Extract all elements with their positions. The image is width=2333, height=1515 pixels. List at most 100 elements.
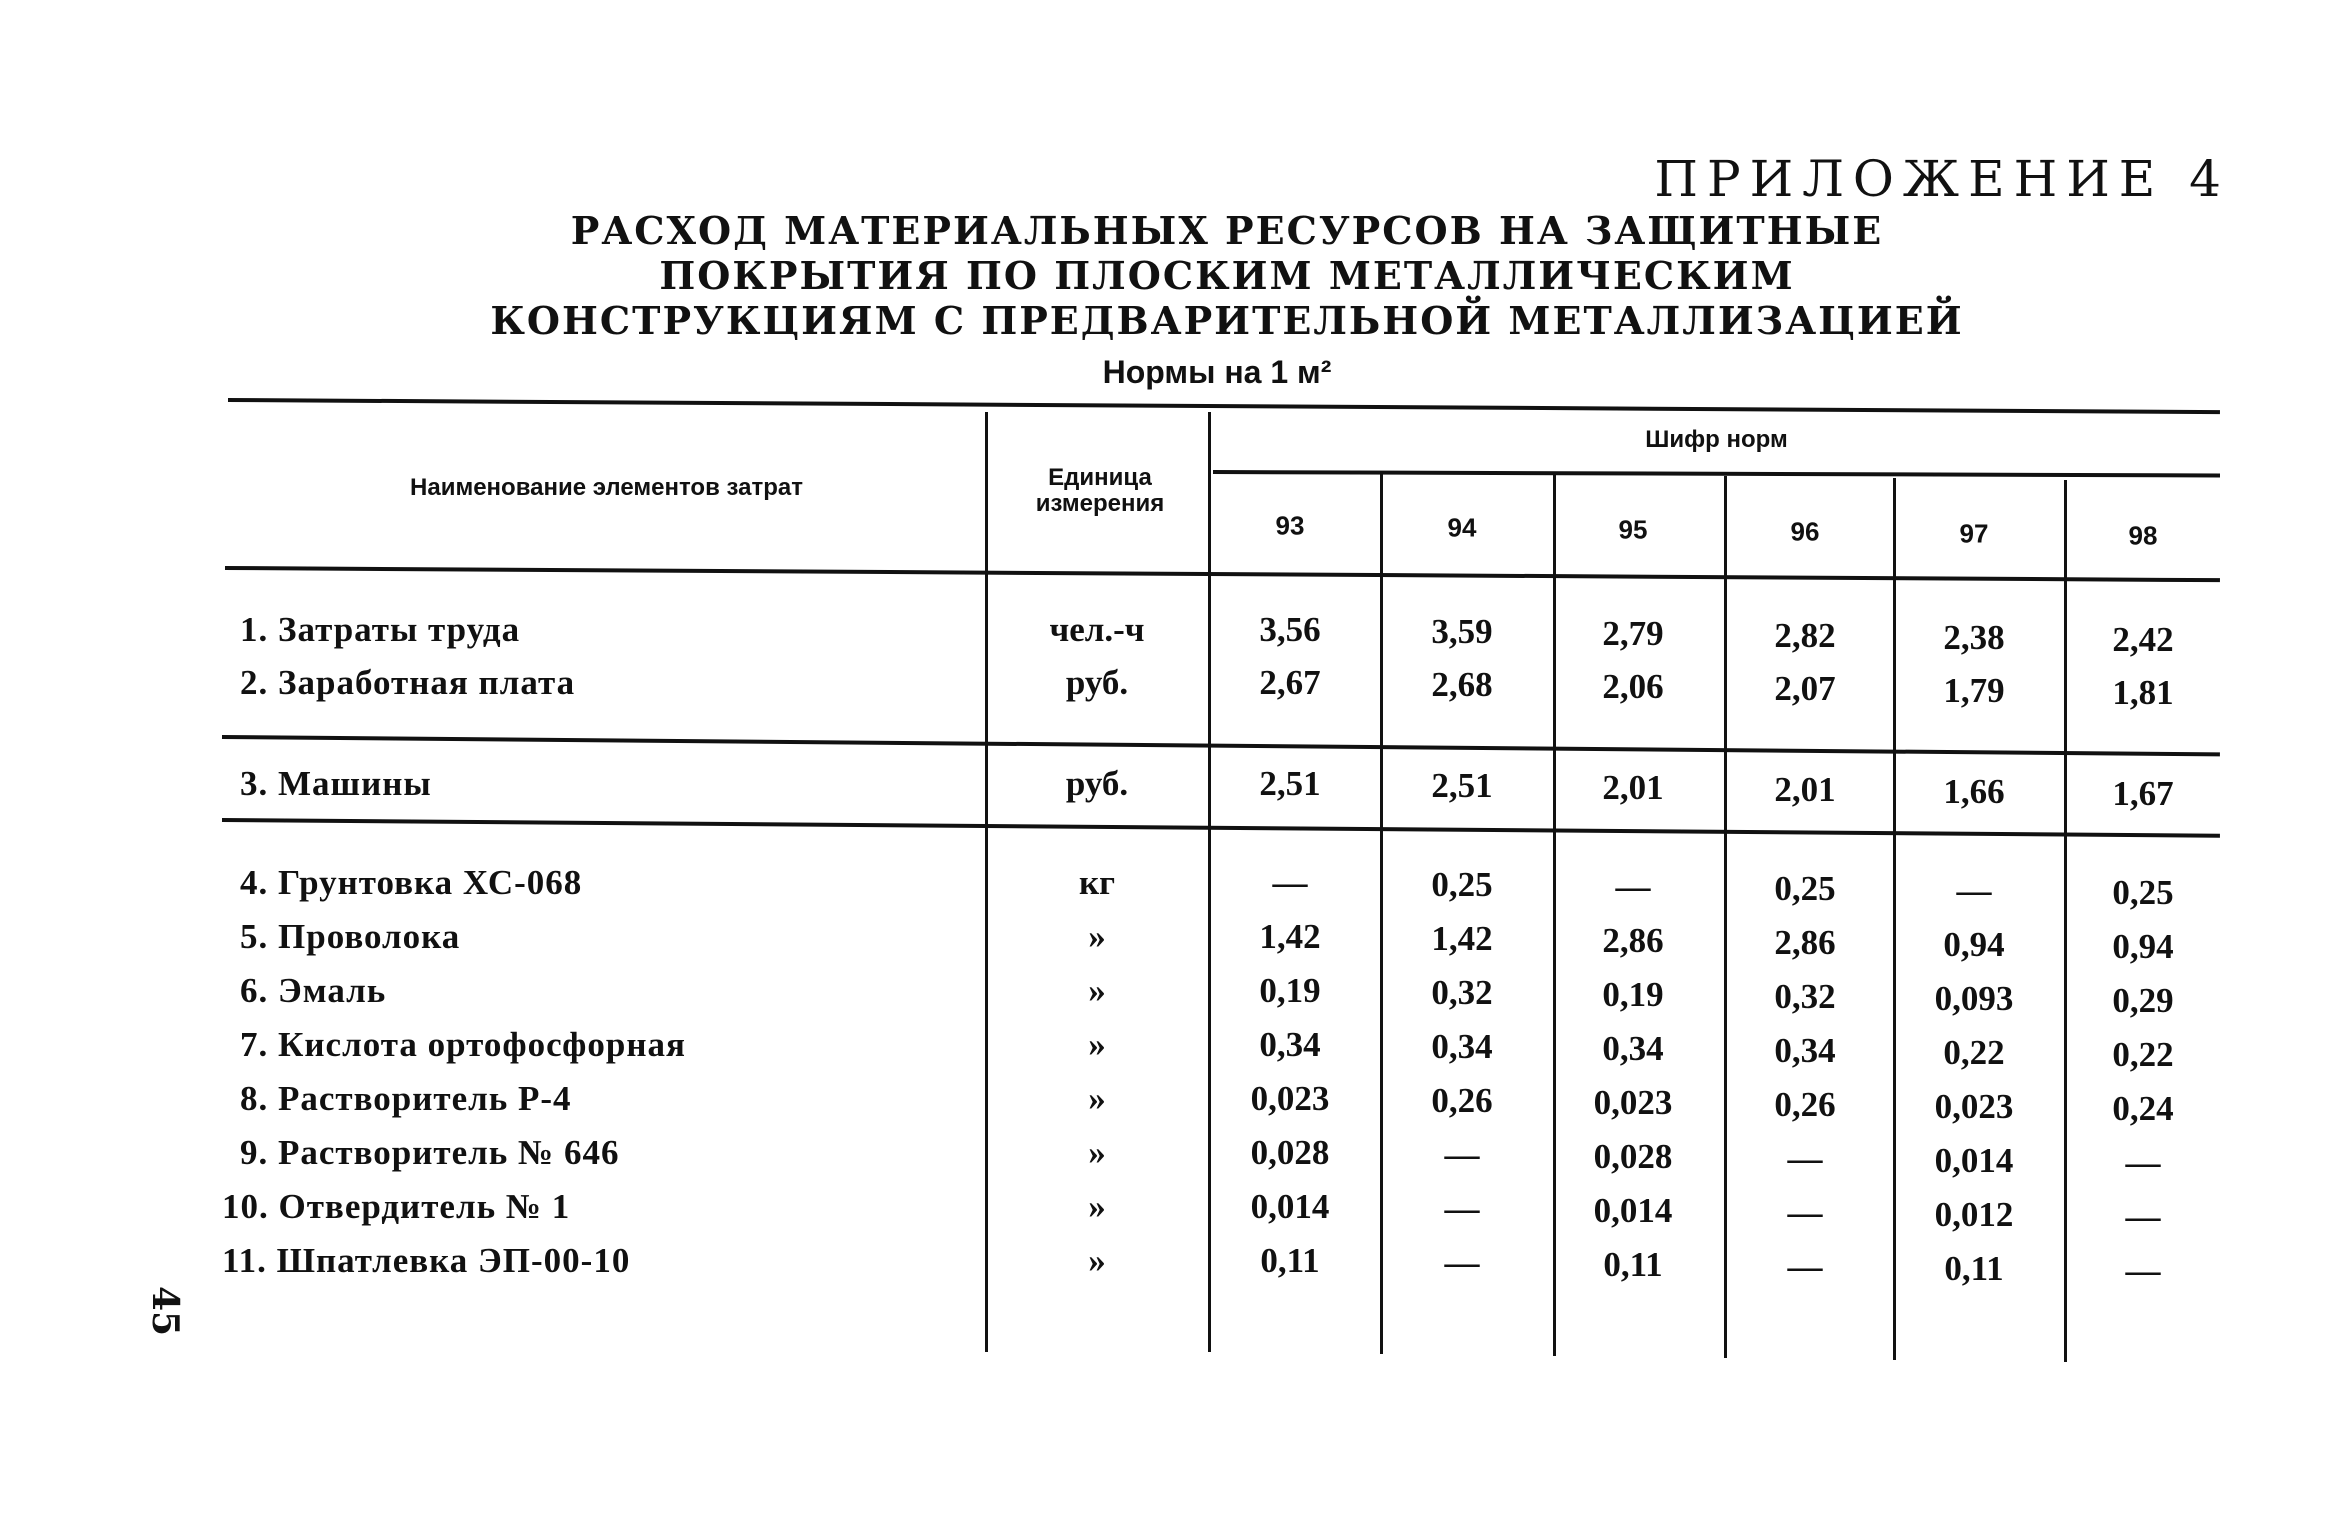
row-value-97: 0,012 [1934, 1195, 2014, 1234]
header-unit: Единица измерения [1035, 464, 1165, 517]
row-unit: » [1088, 1133, 1106, 1172]
column-divider [1380, 472, 1383, 1354]
appendix-heading: ПРИЛОЖЕНИЕ 4 [1654, 150, 2230, 208]
row-name: 7. Кислота ортофосфорная [240, 1025, 686, 1064]
row-value-98: 0,29 [2112, 981, 2174, 1020]
row-name: 11. Шпатлевка ЭП-00-10 [222, 1241, 631, 1280]
row-value-93: 0,11 [1260, 1241, 1320, 1280]
row-value-93: 1,42 [1259, 917, 1321, 956]
row-value-94: 3,59 [1431, 612, 1493, 651]
section-rule-2 [221, 818, 2220, 838]
row-value-94: — [1444, 1135, 1480, 1174]
row-value-96: 0,34 [1774, 1031, 1836, 1070]
row-value-94: 2,68 [1431, 665, 1493, 704]
row-value-95: 2,86 [1602, 921, 1664, 960]
row-name: 5. Проволока [240, 917, 461, 956]
row-value-97: — [1956, 871, 1992, 910]
column-divider [2064, 480, 2067, 1362]
header-codes-group: Шифр норм [1645, 426, 1788, 453]
row-value-94: — [1444, 1189, 1480, 1228]
column-divider [1208, 412, 1211, 1352]
header-code-96: 96 [1790, 516, 1820, 547]
row-unit: » [1088, 1241, 1106, 1280]
column-divider [985, 412, 988, 1352]
row-unit: » [1088, 1079, 1106, 1118]
row-unit: руб. [1065, 764, 1129, 803]
row-value-95: — [1615, 867, 1651, 906]
row-value-93: 2,67 [1259, 663, 1321, 702]
row-value-94: 2,51 [1431, 766, 1493, 805]
row-unit: руб. [1065, 663, 1129, 702]
row-value-98: 2,42 [2112, 620, 2174, 659]
header-bottom-rule [224, 566, 2220, 583]
row-unit: » [1088, 1025, 1106, 1064]
row-value-93: 2,51 [1259, 764, 1321, 803]
row-value-95: 0,014 [1593, 1191, 1673, 1230]
header-code-97: 97 [1959, 518, 1989, 549]
title-line-1: РАСХОД МАТЕРИАЛЬНЫХ РЕСУРСОВ НА ЗАЩИТНЫЕ [570, 208, 1884, 253]
row-value-93: 0,34 [1259, 1025, 1321, 1064]
title-line-3: КОНСТРУКЦИЯМ С ПРЕДВАРИТЕЛЬНОЙ МЕТАЛЛИЗА… [490, 298, 1964, 343]
row-name: 4. Грунтовка ХС-068 [240, 863, 583, 902]
row-value-98: 0,94 [2112, 927, 2174, 966]
row-value-94: 0,25 [1431, 865, 1493, 904]
title-line-2: ПОКРЫТИЯ ПО ПЛОСКИМ МЕТАЛЛИЧЕСКИМ [659, 253, 1795, 298]
row-name: 3. Машины [240, 764, 432, 803]
column-divider [1553, 474, 1556, 1356]
subtitle: Нормы на 1 м² [1102, 354, 1332, 390]
row-name: 8. Растворитель Р-4 [240, 1079, 572, 1118]
row-unit: » [1088, 971, 1106, 1010]
row-value-97: 1,66 [1943, 772, 2005, 811]
column-divider [1893, 478, 1896, 1360]
row-value-93: 0,19 [1259, 971, 1321, 1010]
row-value-98: — [2125, 1197, 2161, 1236]
row-value-95: 0,11 [1603, 1245, 1663, 1284]
row-value-96: 0,25 [1774, 869, 1836, 908]
row-value-95: 0,023 [1593, 1083, 1673, 1122]
header-code-93: 93 [1275, 510, 1305, 541]
row-value-98: — [2125, 1143, 2161, 1182]
row-value-98: 0,22 [2112, 1035, 2174, 1074]
row-value-93: 0,028 [1250, 1133, 1330, 1172]
header-code-95: 95 [1618, 514, 1648, 545]
header-name: Наименование элементов затрат [410, 474, 803, 501]
row-name: 1. Затраты труда [240, 610, 521, 649]
row-value-98: 0,25 [2112, 873, 2174, 912]
row-unit: кг [1078, 863, 1116, 902]
row-unit: чел.-ч [1049, 610, 1145, 649]
row-value-96: 2,07 [1774, 669, 1836, 708]
row-value-96: 2,01 [1774, 770, 1836, 809]
row-value-97: 0,11 [1944, 1249, 2004, 1288]
row-value-93: 0,023 [1250, 1079, 1330, 1118]
row-value-95: 2,01 [1602, 768, 1664, 807]
row-value-93: — [1272, 863, 1308, 902]
row-value-94: — [1444, 1243, 1480, 1282]
row-value-97: 0,014 [1934, 1141, 2014, 1180]
row-value-98: 0,24 [2112, 1089, 2174, 1128]
codes-group-rule [1212, 470, 2221, 478]
row-value-98: — [2125, 1251, 2161, 1290]
page-number: 45 [144, 1285, 187, 1337]
row-value-97: 0,023 [1934, 1087, 2014, 1126]
row-value-97: 2,38 [1943, 618, 2005, 657]
row-value-96: 2,86 [1774, 923, 1836, 962]
row-name: 6. Эмаль [240, 971, 387, 1010]
row-value-95: 0,34 [1602, 1029, 1664, 1068]
row-value-93: 0,014 [1250, 1187, 1330, 1226]
row-unit: » [1088, 917, 1106, 956]
section-rule-1 [221, 735, 2220, 757]
row-value-98: 1,67 [2112, 774, 2174, 813]
row-value-94: 0,34 [1431, 1027, 1493, 1066]
row-value-96: 0,26 [1774, 1085, 1836, 1124]
row-value-95: 2,79 [1602, 614, 1664, 653]
row-value-93: 3,56 [1259, 610, 1321, 649]
row-value-95: 0,19 [1602, 975, 1664, 1014]
row-value-94: 1,42 [1431, 919, 1493, 958]
row-name: 9. Растворитель № 646 [240, 1133, 620, 1172]
row-name: 2. Заработная плата [240, 663, 576, 702]
row-value-95: 0,028 [1593, 1137, 1673, 1176]
table-top-rule [227, 398, 2220, 415]
header-code-98: 98 [2128, 520, 2158, 551]
row-name: 10. Отвердитель № 1 [222, 1187, 571, 1226]
row-unit: » [1088, 1187, 1106, 1226]
